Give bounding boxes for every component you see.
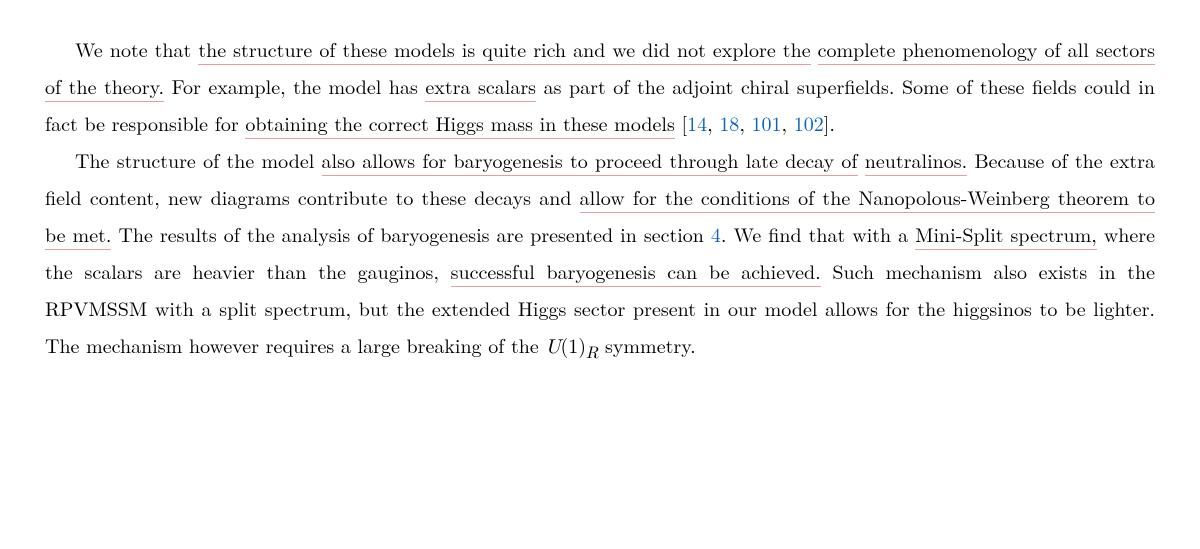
paragraph-1: We note that the structure of these mode… — [45, 30, 1155, 141]
text: , — [782, 108, 794, 137]
text: ]. — [824, 108, 835, 137]
spellcheck-underline: successful baryogenesis can be achieved. — [451, 256, 821, 287]
text: , — [739, 108, 751, 137]
spellcheck-underline: extra scalars — [425, 71, 536, 102]
text: , — [707, 108, 719, 137]
section-ref-link[interactable]: 4 — [711, 219, 721, 248]
citation-link[interactable]: 18 — [719, 108, 739, 137]
citation-link[interactable]: 14 — [687, 108, 707, 137]
text: The structure of the model — [75, 145, 322, 174]
citation-link[interactable]: 102 — [794, 108, 824, 137]
text: For example, the model has — [172, 71, 426, 100]
spellcheck-underline: Mini-Split spectrum, — [915, 219, 1097, 250]
text: symmetry. — [598, 330, 695, 359]
text: The results of the analysis of baryogene… — [118, 219, 710, 248]
math-symbol: U — [545, 337, 560, 357]
citation-link[interactable]: 101 — [752, 108, 782, 137]
spellcheck-underline: the structure of these models is quite r… — [198, 34, 810, 65]
math-symbol: (1) — [560, 330, 586, 359]
text: . We find that with a — [721, 219, 915, 248]
text: We note that — [75, 34, 198, 63]
spellcheck-underline: neutralinos. — [865, 145, 967, 176]
spellcheck-underline: obtaining the correct Higgs mass in thes… — [245, 108, 675, 139]
paragraph-2: The structure of the model also allows f… — [45, 141, 1155, 370]
math-subscript: R — [586, 346, 598, 362]
spellcheck-underline: also allows for baryogenesis to proceed … — [322, 145, 858, 176]
